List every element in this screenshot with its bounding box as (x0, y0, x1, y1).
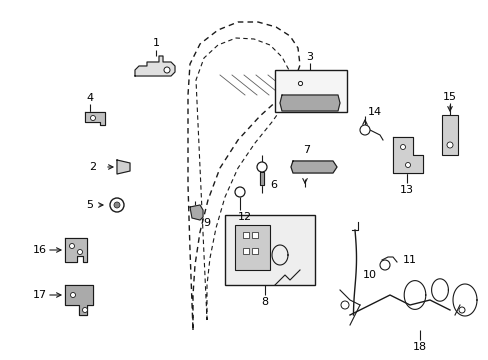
Text: 6: 6 (270, 180, 277, 190)
Bar (224, 215, 314, 285)
Circle shape (70, 292, 75, 297)
Polygon shape (280, 95, 339, 111)
Text: 11: 11 (402, 255, 416, 265)
Text: 13: 13 (399, 185, 413, 195)
Polygon shape (65, 285, 93, 315)
Bar (243, 248, 248, 254)
Text: 5: 5 (86, 200, 93, 210)
Text: 9: 9 (203, 218, 210, 228)
Bar (251, 232, 258, 238)
Circle shape (235, 187, 244, 197)
Circle shape (114, 202, 120, 208)
Text: 12: 12 (238, 212, 251, 222)
Circle shape (458, 307, 464, 313)
Text: 1: 1 (152, 38, 159, 48)
Text: 17: 17 (33, 290, 47, 300)
Circle shape (340, 301, 348, 309)
Bar (441, 115, 457, 155)
Polygon shape (117, 160, 130, 174)
Polygon shape (190, 205, 203, 220)
Text: 16: 16 (33, 245, 47, 255)
Circle shape (257, 162, 266, 172)
Polygon shape (135, 56, 175, 76)
Bar (274, 70, 346, 112)
Circle shape (82, 307, 87, 312)
Bar (235, 225, 269, 270)
Text: 14: 14 (367, 107, 381, 117)
Circle shape (163, 67, 170, 73)
Circle shape (90, 116, 95, 121)
Circle shape (379, 260, 389, 270)
Text: 4: 4 (86, 93, 93, 103)
Circle shape (69, 243, 74, 248)
Bar (243, 232, 248, 238)
Polygon shape (290, 161, 336, 173)
Text: 10: 10 (362, 270, 376, 280)
Polygon shape (260, 172, 264, 185)
Circle shape (405, 162, 409, 167)
Circle shape (446, 142, 452, 148)
Text: 3: 3 (306, 52, 313, 62)
Circle shape (400, 144, 405, 149)
Circle shape (110, 198, 124, 212)
Text: 7: 7 (303, 145, 310, 155)
Bar (251, 248, 258, 254)
Circle shape (77, 249, 82, 255)
Circle shape (359, 125, 369, 135)
Polygon shape (65, 238, 87, 262)
Text: 18: 18 (412, 342, 426, 352)
Text: 15: 15 (442, 92, 456, 102)
Text: 8: 8 (261, 297, 268, 307)
Text: 2: 2 (89, 162, 96, 172)
Polygon shape (85, 112, 105, 125)
Polygon shape (392, 137, 422, 173)
